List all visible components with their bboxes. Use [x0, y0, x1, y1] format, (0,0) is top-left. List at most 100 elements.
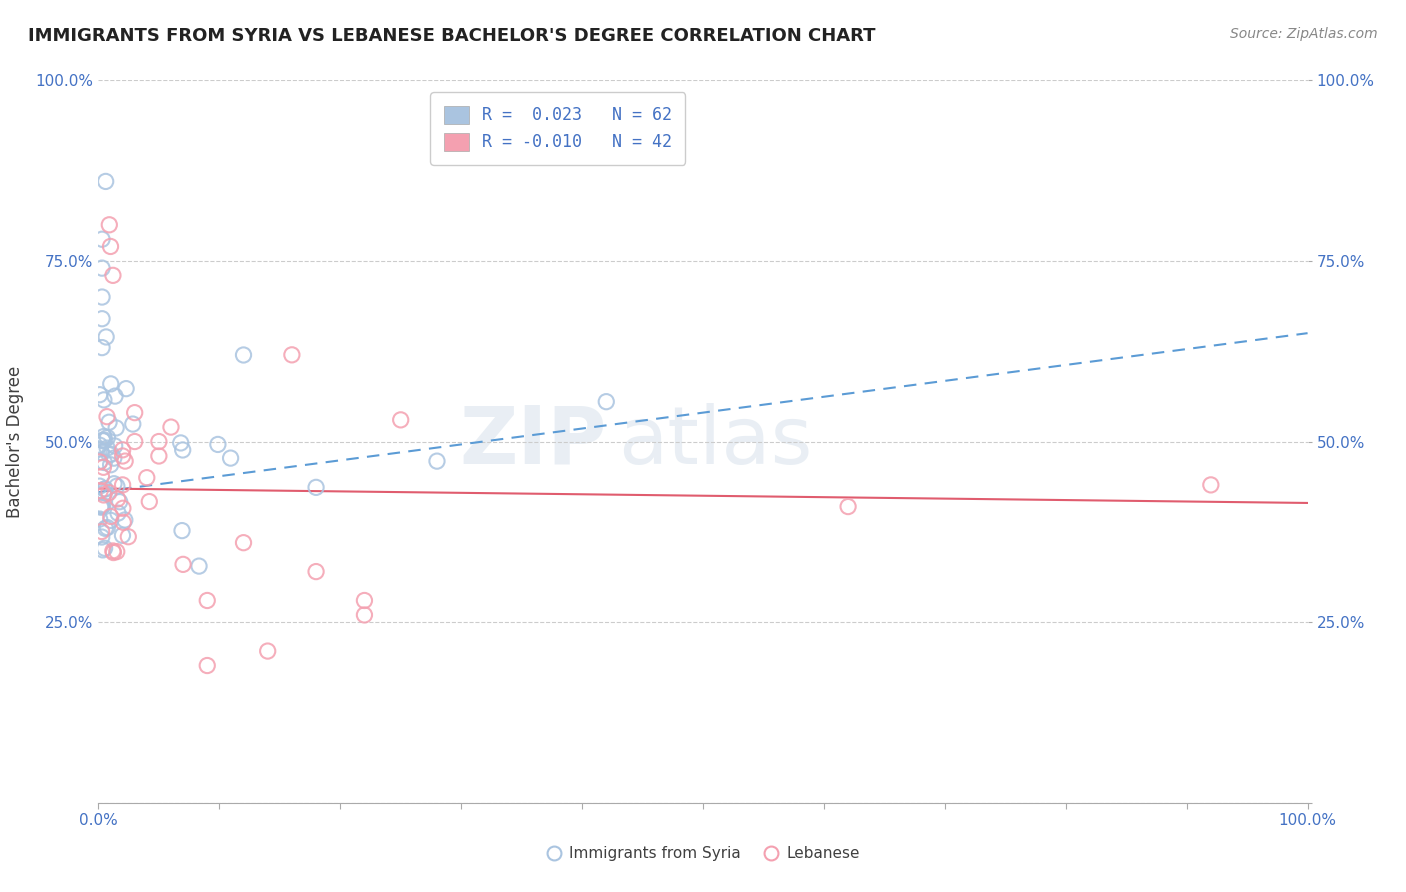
Point	[100, 509, 122, 524]
Point	[103, 451, 125, 466]
Point	[101, 544, 124, 558]
Point	[94, 174, 117, 188]
Point	[100, 458, 122, 472]
Point	[281, 348, 304, 362]
Text: IMMIGRANTS FROM SYRIA VS LEBANESE BACHELOR'S DEGREE CORRELATION CHART: IMMIGRANTS FROM SYRIA VS LEBANESE BACHEL…	[28, 27, 876, 45]
Point	[111, 501, 134, 516]
Point	[103, 545, 125, 559]
Point	[103, 476, 125, 491]
Point	[124, 406, 146, 420]
Point	[98, 448, 121, 462]
Point	[837, 500, 859, 514]
Point	[91, 261, 114, 276]
Point	[104, 389, 127, 403]
Point	[100, 376, 122, 391]
Point	[91, 434, 114, 448]
Point	[195, 593, 218, 607]
Point	[89, 479, 111, 493]
Point	[138, 494, 160, 508]
Text: atlas: atlas	[619, 402, 813, 481]
Point	[91, 434, 114, 448]
Point	[121, 417, 143, 431]
Point	[101, 268, 124, 283]
Point	[96, 520, 118, 534]
Point	[89, 438, 111, 452]
Point	[107, 491, 129, 506]
Point	[91, 311, 114, 326]
Point	[100, 239, 122, 253]
Point	[96, 431, 118, 445]
Point	[219, 451, 242, 466]
Point	[256, 644, 278, 658]
Point	[93, 433, 115, 447]
Point	[91, 232, 114, 246]
Point	[100, 447, 122, 461]
Point	[93, 456, 115, 470]
Point	[160, 420, 183, 434]
Point	[124, 434, 146, 449]
Point	[117, 530, 139, 544]
Point	[89, 442, 111, 456]
Point	[104, 439, 127, 453]
Point	[89, 512, 111, 526]
Point	[93, 429, 115, 443]
Point	[96, 409, 118, 424]
Point	[93, 488, 115, 502]
Point	[111, 442, 134, 457]
Point	[90, 469, 112, 483]
Point	[93, 482, 115, 496]
Y-axis label: Bachelor's Degree: Bachelor's Degree	[7, 366, 24, 517]
Point	[90, 524, 112, 539]
Point	[389, 413, 412, 427]
Point	[93, 392, 115, 407]
Point	[91, 341, 114, 355]
Point	[114, 454, 136, 468]
Point	[135, 470, 157, 484]
Point	[94, 521, 117, 535]
Point	[111, 528, 134, 542]
Point	[97, 485, 120, 500]
Point	[148, 449, 170, 463]
Point	[105, 479, 128, 493]
Point	[172, 442, 194, 457]
Point	[91, 542, 114, 557]
Text: ZIP: ZIP	[458, 402, 606, 481]
Point	[170, 524, 193, 538]
Point	[1199, 478, 1222, 492]
Point	[89, 483, 111, 498]
Point	[112, 516, 135, 530]
Point	[305, 565, 328, 579]
Point	[207, 437, 229, 451]
Point	[353, 607, 375, 622]
Point	[305, 480, 328, 494]
Point	[98, 218, 121, 232]
Point	[89, 387, 111, 401]
Point	[96, 441, 118, 455]
Point	[172, 558, 194, 572]
Point	[111, 449, 134, 463]
Point	[232, 348, 254, 362]
Point	[107, 506, 129, 520]
Point	[94, 482, 117, 496]
Point	[170, 436, 193, 450]
Point	[100, 513, 122, 527]
Point	[89, 455, 111, 469]
Point	[595, 394, 617, 409]
Point	[90, 500, 112, 515]
Point	[90, 445, 112, 459]
Point	[232, 535, 254, 549]
Text: Source: ZipAtlas.com: Source: ZipAtlas.com	[1230, 27, 1378, 41]
Point	[188, 559, 211, 574]
Point	[105, 421, 128, 435]
Point	[115, 382, 138, 396]
Point	[91, 499, 114, 513]
Point	[90, 530, 112, 544]
Point	[93, 485, 115, 500]
Point	[148, 434, 170, 449]
Point	[98, 415, 121, 429]
Legend: Immigrants from Syria, Lebanese: Immigrants from Syria, Lebanese	[540, 840, 866, 867]
Point	[114, 513, 136, 527]
Point	[94, 330, 117, 344]
Point	[89, 454, 111, 468]
Point	[105, 544, 128, 558]
